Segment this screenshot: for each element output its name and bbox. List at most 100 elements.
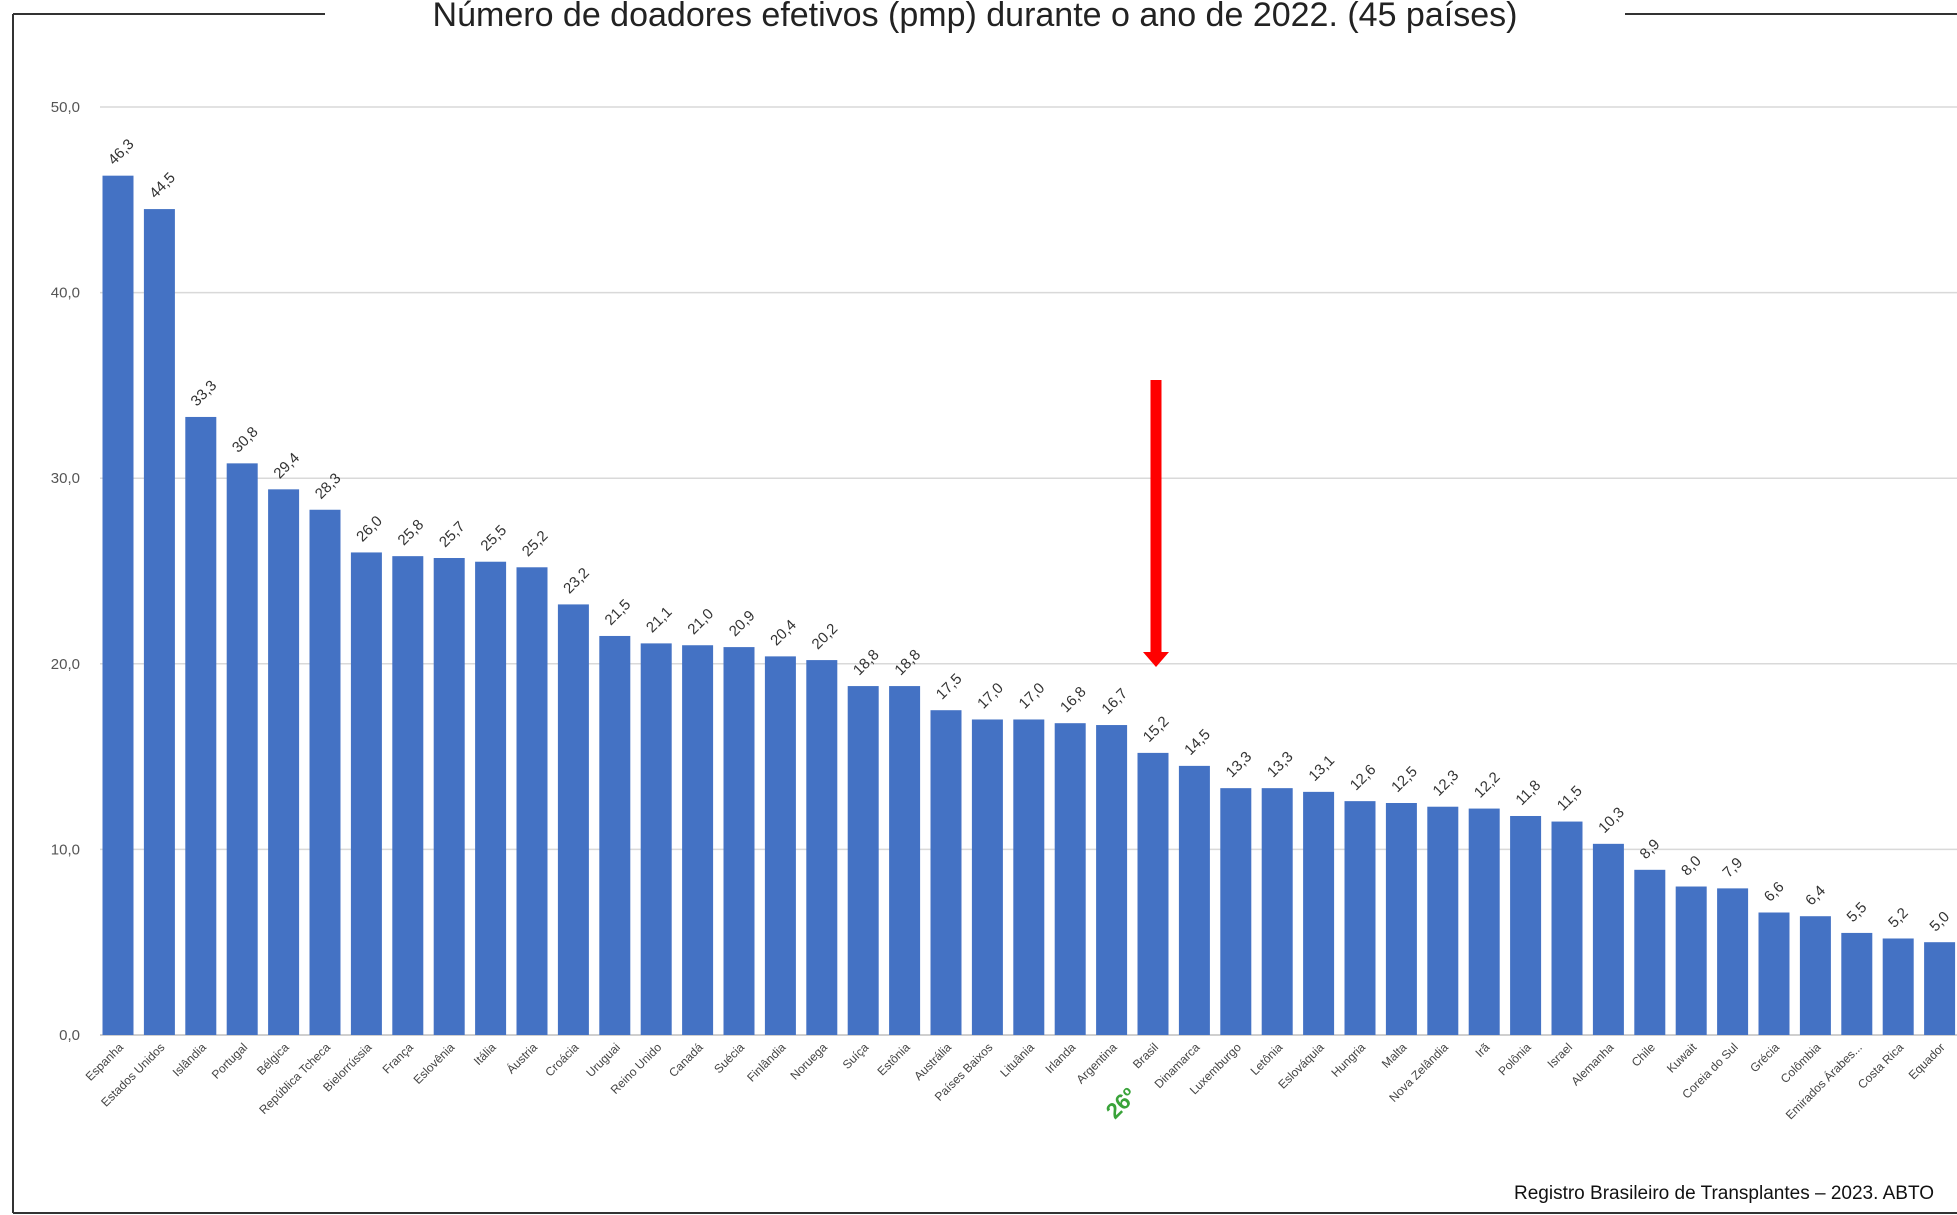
bar xyxy=(971,719,1003,1035)
bar xyxy=(723,647,755,1035)
x-tick-label: Áustria xyxy=(503,1039,540,1076)
bar xyxy=(1634,869,1666,1035)
bar xyxy=(1303,791,1335,1035)
data-label: 12,6 xyxy=(1347,761,1380,794)
y-tick-label: 0,0 xyxy=(59,1027,80,1044)
y-tick-label: 20,0 xyxy=(51,656,80,673)
x-tick-label: Emirados Árabes... xyxy=(1782,1040,1865,1123)
bar xyxy=(806,660,838,1035)
y-axis-ticks: 0,0 10,0 20,0 30,0 40,0 50,0 xyxy=(51,99,80,1044)
data-label: 11,8 xyxy=(1512,777,1544,809)
x-tick-label: Eslovênia xyxy=(411,1040,458,1087)
data-label: 21,1 xyxy=(643,604,676,637)
x-tick-label: Finlândia xyxy=(744,1040,789,1085)
data-label: 5,0 xyxy=(1926,908,1953,935)
x-tick-label: Irlanda xyxy=(1042,1040,1078,1076)
y-tick-label: 40,0 xyxy=(51,285,80,302)
data-label: 17,5 xyxy=(933,670,966,703)
bar xyxy=(1551,821,1583,1035)
data-label: 14,5 xyxy=(1181,726,1214,759)
x-tick-label: Alemanha xyxy=(1568,1040,1616,1088)
bar xyxy=(1841,932,1873,1035)
data-label: 20,2 xyxy=(809,620,842,653)
data-label: 7,9 xyxy=(1719,854,1746,881)
data-label: 23,2 xyxy=(560,565,593,598)
bar xyxy=(1758,912,1790,1035)
y-tick-label: 30,0 xyxy=(51,470,80,487)
bar xyxy=(1054,723,1086,1035)
x-tick-label: Polônia xyxy=(1496,1040,1534,1078)
data-label: 18,8 xyxy=(850,646,883,679)
bar xyxy=(475,561,507,1035)
bars xyxy=(102,175,1956,1035)
x-tick-label: Portugal xyxy=(209,1040,251,1082)
x-tick-label: Lituânia xyxy=(997,1040,1037,1080)
data-label: 21,0 xyxy=(684,605,717,638)
y-tick-label: 10,0 xyxy=(51,841,80,858)
data-label: 44,5 xyxy=(146,169,179,202)
bar xyxy=(1178,765,1210,1035)
data-label: 25,8 xyxy=(395,516,428,549)
x-tick-label: Malta xyxy=(1379,1040,1410,1071)
x-tick-label: Letônia xyxy=(1248,1040,1286,1078)
bar xyxy=(930,710,962,1035)
x-tick-label: Kuwait xyxy=(1664,1040,1700,1076)
x-tick-label: República Tcheca xyxy=(256,1040,333,1117)
x-tick-label: Croácia xyxy=(542,1040,581,1079)
data-label: 12,3 xyxy=(1430,767,1463,800)
x-tick-label: Eslováquia xyxy=(1275,1040,1327,1092)
bar xyxy=(516,567,548,1035)
data-label: 26,0 xyxy=(353,513,386,546)
x-tick-label: Grécia xyxy=(1747,1040,1782,1075)
data-label: 13,1 xyxy=(1305,752,1338,785)
data-label: 25,2 xyxy=(519,527,552,560)
bar xyxy=(682,645,714,1035)
bar xyxy=(1344,801,1376,1035)
data-label: 6,4 xyxy=(1802,882,1829,909)
bar xyxy=(640,643,672,1035)
data-label: 21,5 xyxy=(602,596,635,629)
bar xyxy=(1013,719,1045,1035)
bar xyxy=(268,489,300,1035)
bar xyxy=(1882,938,1914,1035)
x-tick-label: Suécia xyxy=(711,1040,747,1076)
x-tick-label: Canadá xyxy=(666,1040,706,1080)
x-tick-label: Uruguai xyxy=(583,1040,623,1080)
x-tick-label: Brasil xyxy=(1130,1040,1161,1071)
bar xyxy=(102,175,134,1035)
data-label: 17,0 xyxy=(1016,680,1049,713)
bar xyxy=(1261,788,1293,1035)
x-tick-label: Itália xyxy=(471,1040,499,1068)
bar xyxy=(143,209,175,1035)
bar xyxy=(185,416,217,1035)
bar xyxy=(1675,886,1707,1035)
x-tick-label: Bélgica xyxy=(254,1040,292,1078)
x-tick-label: Argentina xyxy=(1073,1040,1119,1086)
data-label: 11,5 xyxy=(1554,783,1586,815)
bar xyxy=(309,509,341,1035)
data-label: 17,0 xyxy=(974,680,1007,713)
chart-frame xyxy=(12,13,1957,1214)
data-label: 29,4 xyxy=(270,449,303,482)
bar xyxy=(392,556,424,1035)
x-tick-label: Equador xyxy=(1906,1040,1948,1082)
bar xyxy=(1924,942,1956,1035)
bar xyxy=(1385,803,1417,1035)
x-tick-label: Estônia xyxy=(875,1040,913,1078)
x-tick-label: Hungria xyxy=(1329,1040,1369,1080)
data-label: 20,4 xyxy=(767,617,800,650)
source-note: Registro Brasileiro de Transplantes – 20… xyxy=(1514,1183,1934,1204)
x-tick-label: Chile xyxy=(1629,1040,1658,1069)
data-label: 6,6 xyxy=(1761,879,1788,906)
data-label: 8,0 xyxy=(1678,853,1705,880)
data-label: 10,3 xyxy=(1595,804,1628,837)
bar xyxy=(1427,806,1459,1035)
chart-title: Número de doadores efetivos (pmp) durant… xyxy=(433,0,1518,34)
bar xyxy=(1799,916,1831,1035)
bar xyxy=(1468,808,1500,1035)
bar xyxy=(1096,725,1128,1035)
data-label: 16,8 xyxy=(1057,683,1090,716)
data-label: 18,8 xyxy=(891,646,924,679)
data-label: 28,3 xyxy=(312,470,345,503)
